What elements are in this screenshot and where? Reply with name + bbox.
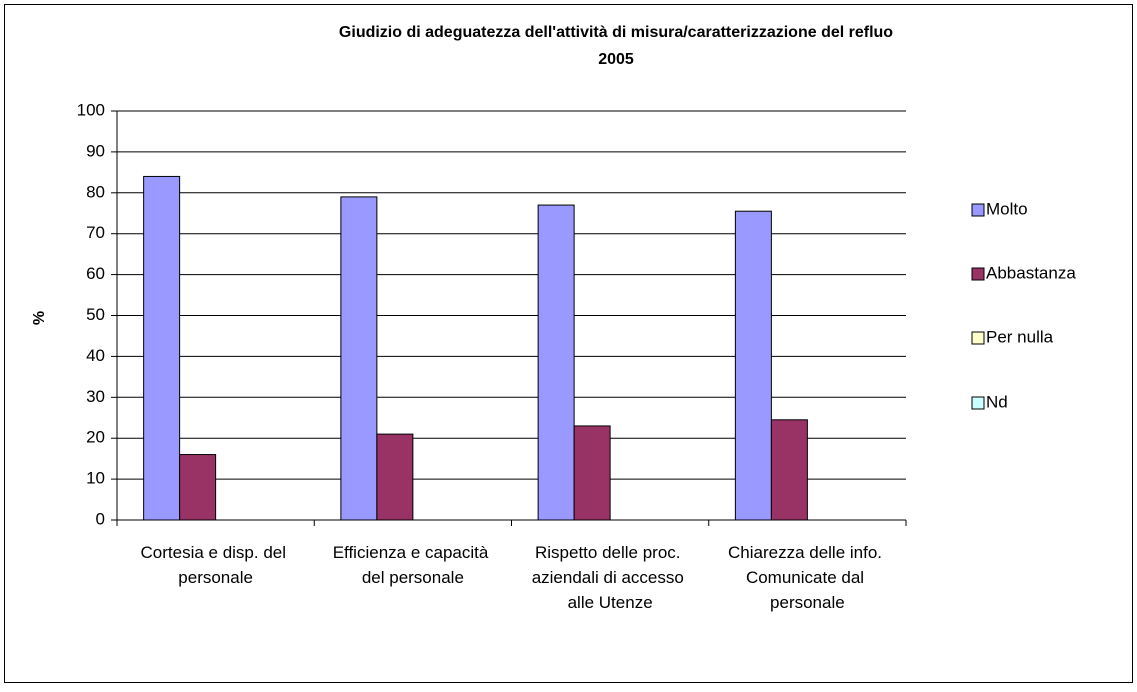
x-tick-label-line: Chiarezza delle info. xyxy=(728,543,887,562)
y-tick-label: 60 xyxy=(86,264,105,283)
bar xyxy=(734,210,772,521)
bar xyxy=(340,196,378,521)
y-tick-label: 10 xyxy=(86,469,105,488)
legend-swatch xyxy=(971,331,985,345)
legend-swatch xyxy=(971,203,985,217)
legend-label: Nd xyxy=(986,392,1008,411)
legend-swatch xyxy=(971,267,985,281)
x-tick-label: Chiarezza delle info. Comunicate dal per… xyxy=(728,543,887,612)
x-tick-label-line: del personale xyxy=(362,568,464,587)
bar xyxy=(770,419,808,521)
bar xyxy=(143,175,181,521)
y-tick-label: 0 xyxy=(96,509,105,528)
bar xyxy=(376,433,414,521)
bar xyxy=(573,425,611,521)
legend-label: Per nulla xyxy=(986,327,1054,346)
x-tick-label-line: Efficienza e capacità xyxy=(333,543,493,562)
x-tick-label-line: aziendali di accesso xyxy=(532,568,689,587)
legend-swatch xyxy=(971,396,985,410)
y-tick-label: 80 xyxy=(86,182,105,201)
y-tick-label: 70 xyxy=(86,223,105,242)
y-tick-label: 100 xyxy=(77,100,105,119)
legend-label: Molto xyxy=(986,199,1028,218)
bar xyxy=(537,204,575,521)
x-tick-label-line: Comunicate dal xyxy=(746,568,869,587)
x-tick-label-line: Cortesia e disp. del xyxy=(141,543,291,562)
x-tick-label: Efficienza e capacità del personale xyxy=(333,543,493,587)
x-tick-label-line: Rispetto delle proc. xyxy=(535,543,685,562)
legend-label: Abbastanza xyxy=(986,263,1076,282)
x-tick-label: Cortesia e disp. del personale xyxy=(141,543,291,587)
chart-title: Giudizio di adeguatezza dell'attività di… xyxy=(339,24,893,41)
bar xyxy=(179,454,217,521)
x-tick-label-line: personale xyxy=(770,593,845,612)
y-axis-label: % xyxy=(31,311,48,325)
x-tick-label-line: personale xyxy=(178,568,253,587)
chart-subtitle: 2005 xyxy=(598,51,634,68)
x-tick-label: Rispetto delle proc. aziendali di access… xyxy=(532,543,689,612)
y-tick-label: 30 xyxy=(86,387,105,406)
x-tick-label-line: alle Utenze xyxy=(568,593,653,612)
y-tick-label: 20 xyxy=(86,428,105,447)
y-tick-label: 90 xyxy=(86,141,105,160)
y-tick-label: 40 xyxy=(86,346,105,365)
y-tick-label: 50 xyxy=(86,305,105,324)
